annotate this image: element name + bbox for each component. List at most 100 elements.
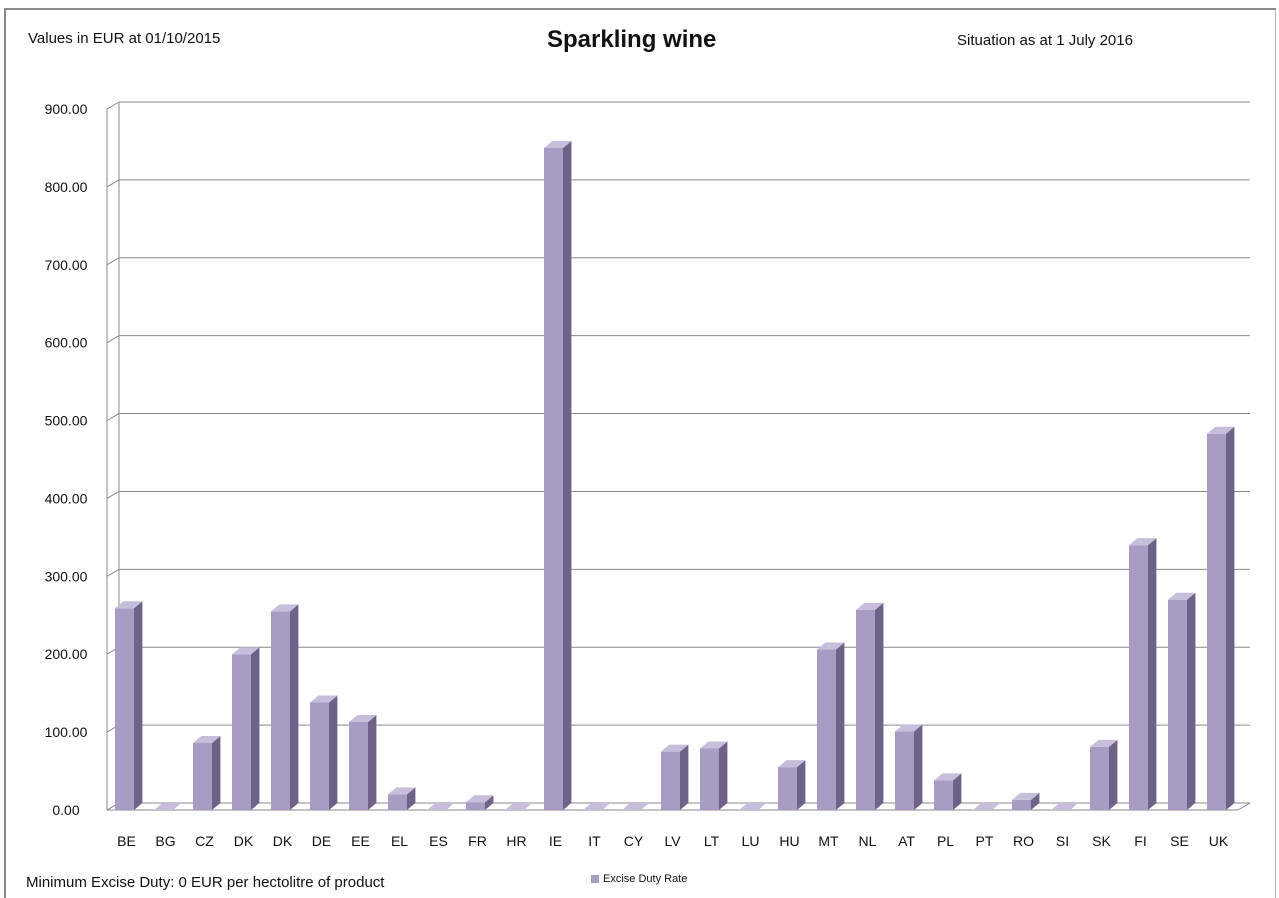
x-tick-label: PL [937, 833, 954, 849]
x-tick-label: BE [117, 833, 136, 849]
bar-mt-18 [817, 642, 845, 810]
gridline-depth [106, 491, 120, 499]
bar-front [1012, 799, 1031, 810]
bar-lt-15 [700, 741, 728, 810]
bar-front [310, 702, 329, 810]
bar-top [505, 803, 533, 810]
bar-hr-10 [505, 803, 533, 810]
bar-side [875, 602, 884, 810]
bar-top [1207, 426, 1235, 434]
bar-top [115, 601, 143, 609]
bar-front [856, 609, 875, 810]
y-tick-label: 100.00 [45, 724, 88, 740]
bar-cy-13 [622, 803, 650, 810]
x-tick-label: FI [1134, 833, 1146, 849]
bar-front [466, 802, 485, 810]
bar-fi-26 [1129, 538, 1157, 810]
x-tick-label: UK [1209, 833, 1229, 849]
bar-top [856, 602, 884, 610]
bar-side [953, 773, 962, 810]
bar-top [232, 647, 260, 655]
bar-uk-28 [1207, 426, 1235, 810]
bar-front [349, 721, 368, 810]
bar-front [193, 743, 212, 810]
bar-front [817, 649, 836, 810]
bar-es-8 [427, 803, 455, 810]
bar-front [544, 147, 563, 810]
bar-top [700, 741, 728, 749]
bars [115, 140, 1235, 810]
x-tick-label: SK [1092, 833, 1111, 849]
chart-frame [4, 8, 1276, 898]
bar-de-5 [310, 695, 338, 810]
x-tick-label: IT [588, 833, 601, 849]
legend-swatch [591, 875, 599, 883]
x-tick-label: RO [1013, 833, 1034, 849]
bar-top [817, 642, 845, 650]
bar-dk-4 [271, 604, 299, 810]
bar-top [778, 760, 806, 768]
bar-side [797, 760, 806, 810]
bar-si-24 [1051, 803, 1079, 810]
bar-top [271, 604, 299, 612]
y-tick-label: 0.00 [52, 802, 79, 818]
bar-bg-1 [154, 803, 182, 810]
y-tick-label: 300.00 [45, 568, 88, 584]
y-tick-label: 200.00 [45, 646, 88, 662]
bar-side [1109, 739, 1118, 810]
bar-dk-3 [232, 647, 260, 810]
bar-top [739, 803, 767, 810]
bar-front [388, 794, 407, 810]
x-tick-label: DK [234, 833, 254, 849]
bar-pt-22 [973, 803, 1001, 810]
bar-top [1168, 592, 1196, 600]
bar-top [934, 773, 962, 781]
y-axis: 0.00 100.00 200.00 300.00 400.00 500.00 600.00… [45, 101, 88, 818]
bar-side [485, 795, 494, 810]
bar-side [914, 724, 923, 810]
x-tick-label: HR [506, 833, 526, 849]
bar-front [232, 654, 251, 810]
bar-front [1129, 545, 1148, 810]
bar-top [1090, 739, 1118, 747]
bar-front [778, 767, 797, 810]
bar-top [1051, 803, 1079, 810]
bar-at-20 [895, 724, 923, 810]
bar-side [290, 604, 299, 810]
x-tick-label: DK [273, 833, 293, 849]
bar-hu-17 [778, 760, 806, 810]
bar-side [1031, 792, 1040, 810]
chart-title: Sparkling wine [547, 26, 717, 53]
x-tick-label: ES [429, 833, 448, 849]
bar-top [661, 744, 689, 752]
bar-side [368, 714, 377, 810]
bar-nl-19 [856, 602, 884, 810]
bar-lv-14 [661, 744, 689, 810]
bar-side [134, 601, 143, 810]
x-tick-label: HU [779, 833, 799, 849]
bar-top [622, 803, 650, 810]
bar-front [1090, 746, 1109, 810]
bar-ro-23 [1012, 792, 1040, 810]
x-tick-label: EE [351, 833, 370, 849]
x-tick-label: LV [664, 833, 681, 849]
gridline-depth [106, 413, 120, 421]
bar-front [115, 608, 134, 810]
x-tick-label: IE [549, 833, 562, 849]
x-tick-label: SE [1170, 833, 1189, 849]
floor-right-edge [1237, 802, 1251, 811]
y-tick-label: 800.00 [45, 179, 88, 195]
y-tick-label: 400.00 [45, 490, 88, 506]
bar-side [1226, 426, 1235, 810]
bar-side [212, 736, 221, 810]
bar-it-12 [583, 803, 611, 810]
bar-side [836, 642, 845, 810]
bar-front [1168, 599, 1187, 810]
gridline-depth [106, 257, 120, 266]
bar-top [895, 724, 923, 732]
bar-front [271, 611, 290, 810]
gridline-depth [106, 101, 120, 110]
gridline-depth [106, 179, 120, 188]
x-tick-label: PT [976, 833, 994, 849]
x-axis: BE BG CZ DK DK DE EE EL ES FR HR IE IT CY LV LT LU HU MT NL… [117, 833, 1229, 849]
